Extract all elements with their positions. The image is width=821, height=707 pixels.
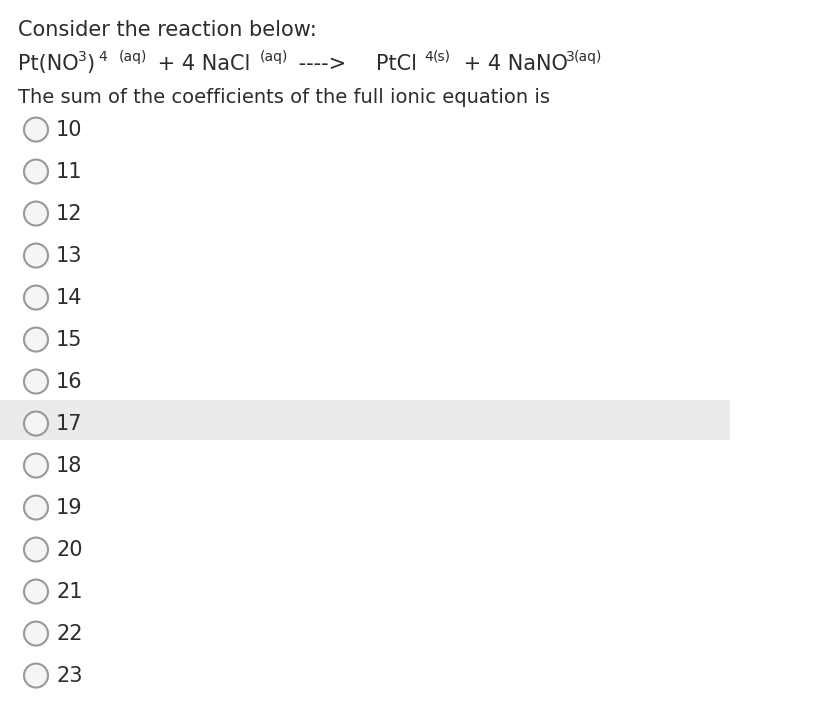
- Text: + 4 NaNO: + 4 NaNO: [457, 54, 568, 74]
- Ellipse shape: [24, 496, 48, 520]
- Text: (aq): (aq): [119, 50, 147, 64]
- Text: 4: 4: [99, 50, 108, 64]
- Text: PtCl: PtCl: [377, 54, 417, 74]
- Text: 4: 4: [424, 50, 433, 64]
- Text: 22: 22: [56, 624, 82, 643]
- Text: 16: 16: [56, 372, 83, 392]
- Bar: [0, 400, 730, 440]
- Text: (aq): (aq): [574, 50, 603, 64]
- Text: 19: 19: [56, 498, 83, 518]
- Text: 18: 18: [56, 455, 82, 476]
- Ellipse shape: [24, 160, 48, 184]
- Ellipse shape: [24, 454, 48, 477]
- Text: 23: 23: [56, 665, 82, 686]
- Ellipse shape: [24, 580, 48, 604]
- Text: 21: 21: [56, 582, 82, 602]
- Text: 3: 3: [79, 50, 87, 64]
- Ellipse shape: [24, 537, 48, 561]
- Text: 20: 20: [56, 539, 82, 559]
- Ellipse shape: [24, 370, 48, 394]
- Ellipse shape: [24, 411, 48, 436]
- Text: 3: 3: [566, 50, 575, 64]
- Text: Pt(NO: Pt(NO: [18, 54, 79, 74]
- Text: (aq): (aq): [259, 50, 288, 64]
- Text: + 4 NaCl: + 4 NaCl: [151, 54, 250, 74]
- Text: ---->: ---->: [292, 54, 353, 74]
- Ellipse shape: [24, 327, 48, 351]
- Ellipse shape: [24, 201, 48, 226]
- Text: 11: 11: [56, 162, 82, 182]
- Text: 13: 13: [56, 245, 82, 266]
- Text: 17: 17: [56, 414, 82, 433]
- Text: Consider the reaction below:: Consider the reaction below:: [18, 20, 317, 40]
- Ellipse shape: [24, 243, 48, 267]
- Text: The sum of the coefficients of the full ionic equation is: The sum of the coefficients of the full …: [18, 88, 550, 107]
- Ellipse shape: [24, 664, 48, 688]
- Text: ): ): [86, 54, 94, 74]
- Ellipse shape: [24, 286, 48, 310]
- Ellipse shape: [24, 621, 48, 645]
- Ellipse shape: [24, 117, 48, 141]
- Text: 12: 12: [56, 204, 82, 223]
- Text: (s): (s): [433, 50, 451, 64]
- Text: 15: 15: [56, 329, 82, 349]
- Text: 10: 10: [56, 119, 82, 139]
- Text: 14: 14: [56, 288, 82, 308]
